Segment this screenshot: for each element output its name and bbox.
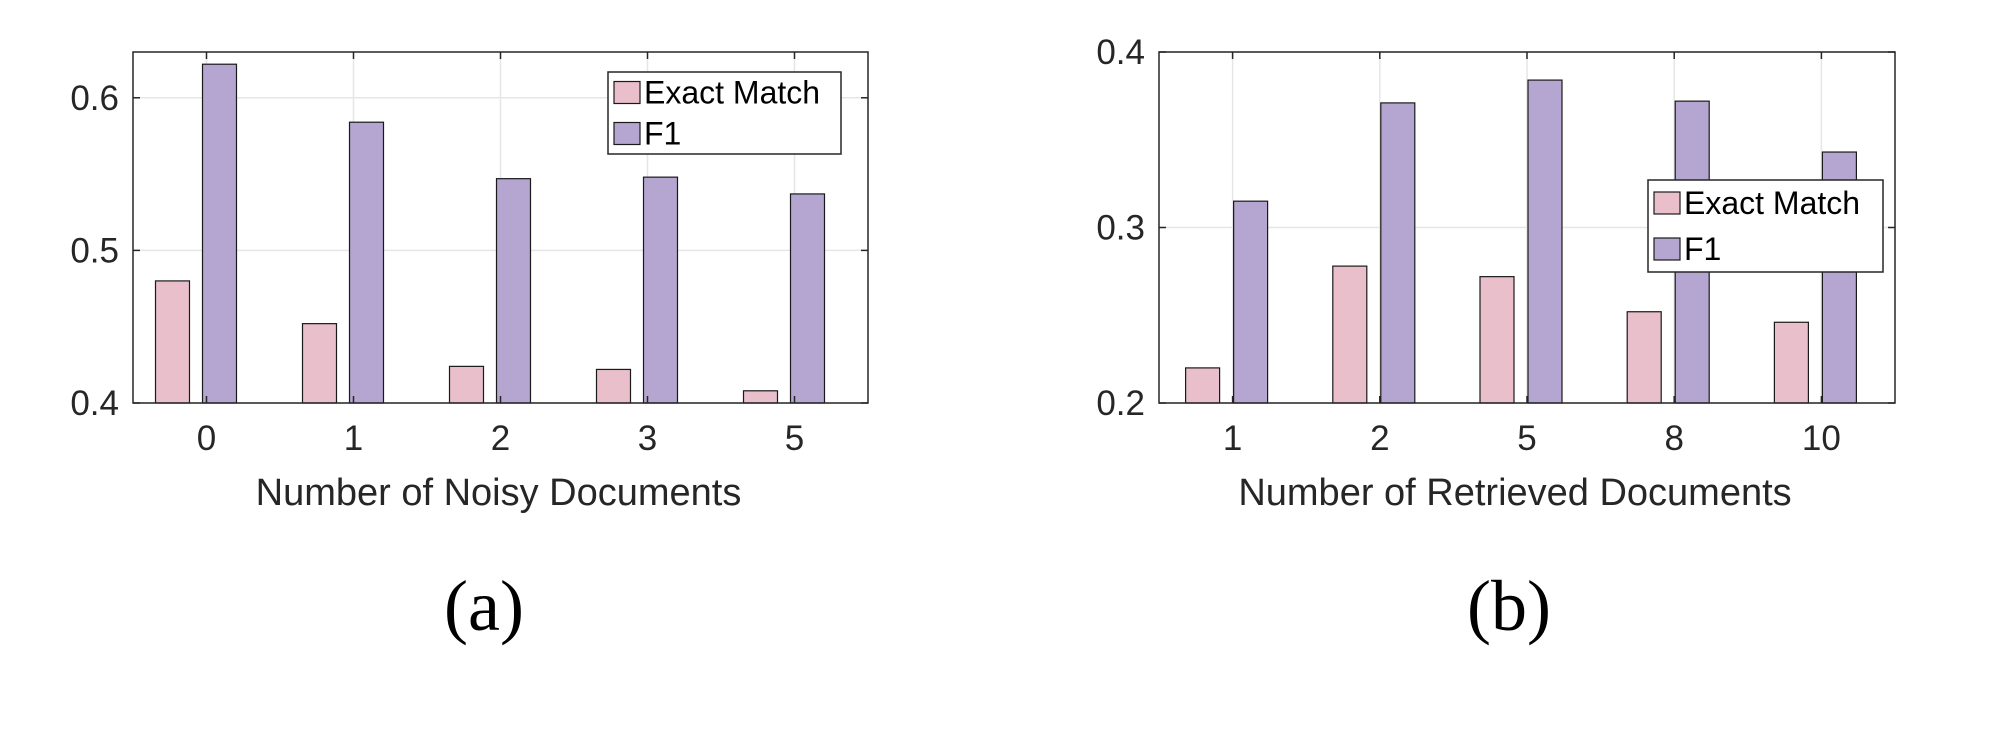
legend-label: Exact Match <box>644 75 820 111</box>
x-tick-label: 5 <box>1517 419 1536 458</box>
bar-exact-match <box>154 280 191 404</box>
x-tick-label: 1 <box>344 419 363 458</box>
legend: Exact Match F1 <box>1647 179 1884 273</box>
x-tick-label: 5 <box>785 419 804 458</box>
legend-label: F1 <box>1684 231 1721 267</box>
legend-box <box>1647 179 1884 273</box>
chart-panel-b: 0.2 0.3 0.4 1 2 5 8 10 Number of Retrieved Docum… <box>1096 33 1896 646</box>
bar-exact-match <box>742 390 779 404</box>
y-tick-label: 0.2 <box>1096 384 1145 423</box>
bar-f1 <box>495 178 532 404</box>
chart-panel-a: 0.4 0.5 0.6 0 1 2 3 5 Number of Noisy Documents E… <box>70 51 869 646</box>
bar-f1 <box>201 63 238 404</box>
legend-box <box>607 71 842 155</box>
legend-swatch <box>613 121 641 146</box>
bar-exact-match <box>301 323 338 404</box>
bar-exact-match <box>1332 265 1368 404</box>
panel-caption: (a) <box>444 566 524 646</box>
bar-exact-match <box>595 368 632 404</box>
panel-caption: (b) <box>1467 566 1551 646</box>
bar-f1 <box>348 121 385 404</box>
bar-f1 <box>1232 200 1269 404</box>
x-tick-label: 0 <box>197 419 216 458</box>
x-axis-title: Number of Retrieved Documents <box>1238 472 1791 514</box>
y-tick-label: 0.6 <box>70 79 119 118</box>
legend-swatch <box>613 80 641 105</box>
y-tick-label: 0.5 <box>70 231 119 270</box>
bar-f1 <box>642 176 679 404</box>
bar-exact-match <box>1479 276 1515 404</box>
x-tick-label: 8 <box>1664 419 1683 458</box>
bar-f1 <box>789 193 826 404</box>
legend-swatch <box>1653 191 1681 215</box>
x-tick-label: 1 <box>1223 419 1242 458</box>
legend-swatch <box>1653 237 1681 261</box>
legend: Exact Match F1 <box>607 71 842 155</box>
bar-exact-match <box>448 365 485 404</box>
legend-label: Exact Match <box>1684 185 1860 221</box>
bar-exact-match <box>1626 311 1662 404</box>
bar-exact-match <box>1184 367 1221 404</box>
x-tick-label: 10 <box>1802 419 1841 458</box>
bar-exact-match <box>1773 321 1810 404</box>
x-tick-label: 2 <box>491 419 510 458</box>
legend-label: F1 <box>644 116 681 152</box>
bar-f1 <box>1380 102 1416 404</box>
x-axis-title: Number of Noisy Documents <box>256 472 742 514</box>
x-tick-label: 2 <box>1370 419 1389 458</box>
y-tick-label: 0.4 <box>70 384 119 423</box>
y-tick-label: 0.4 <box>1096 33 1145 72</box>
bar-f1 <box>1527 79 1563 404</box>
y-tick-label: 0.3 <box>1096 209 1145 248</box>
x-tick-label: 3 <box>638 419 657 458</box>
